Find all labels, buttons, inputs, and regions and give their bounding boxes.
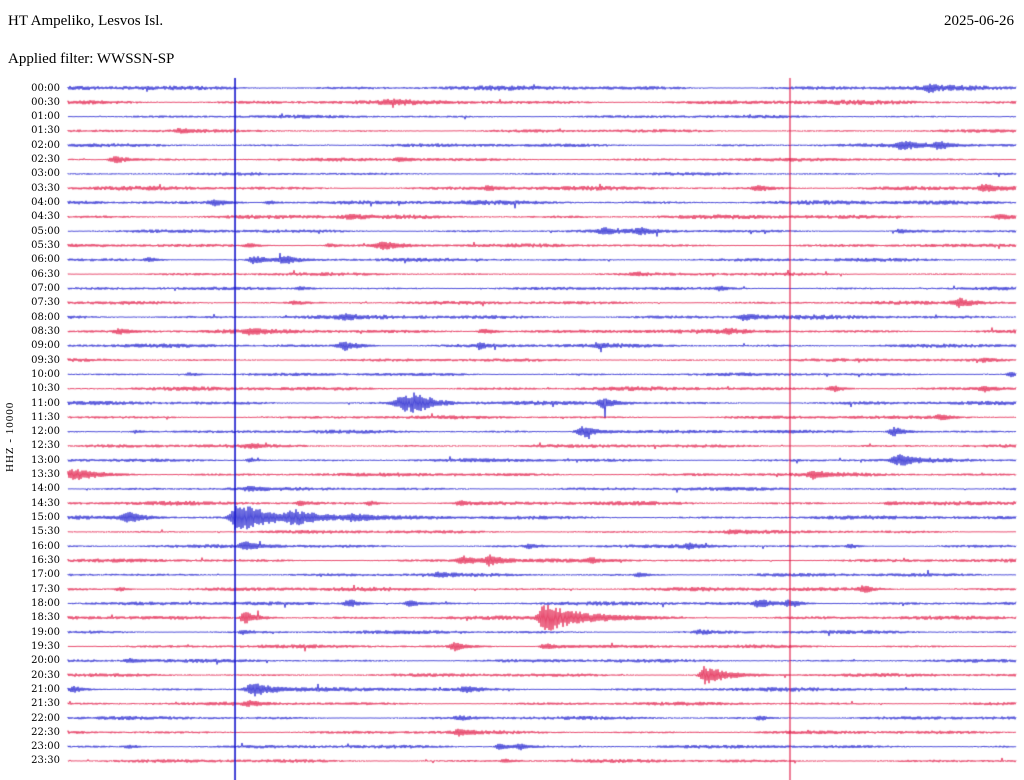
time-label: 18:00	[31, 597, 60, 609]
time-label: 11:00	[31, 397, 60, 409]
time-label: 13:00	[31, 454, 60, 466]
time-label: 04:00	[31, 197, 60, 209]
time-label: 10:00	[31, 368, 60, 380]
time-label: 08:00	[31, 311, 60, 323]
time-label: 23:00	[31, 741, 60, 753]
time-label: 15:00	[31, 512, 60, 524]
time-label: 21:00	[31, 683, 60, 695]
time-label: 06:00	[31, 254, 60, 266]
time-label: 14:30	[31, 497, 60, 509]
time-label: 11:30	[31, 411, 60, 423]
time-label: 20:00	[31, 655, 60, 667]
time-label: 16:00	[31, 540, 60, 552]
time-label: 07:00	[31, 282, 60, 294]
time-label: 05:00	[31, 225, 60, 237]
time-label: 00:00	[31, 82, 60, 94]
time-label: 13:30	[31, 469, 60, 481]
time-label: 01:30	[31, 125, 60, 137]
time-label: 08:30	[31, 325, 60, 337]
time-label: 03:30	[31, 182, 60, 194]
time-label: 14:00	[31, 483, 60, 495]
time-label: 22:00	[31, 712, 60, 724]
time-label: 18:30	[31, 612, 60, 624]
time-label: 23:30	[31, 755, 60, 767]
time-label: 17:30	[31, 583, 60, 595]
time-label: 20:30	[31, 669, 60, 681]
time-label: 09:00	[31, 340, 60, 352]
time-label: 03:00	[31, 168, 60, 180]
time-label: 02:30	[31, 154, 60, 166]
time-label: 02:00	[31, 139, 60, 151]
time-label: 21:30	[31, 698, 60, 710]
time-label: 12:30	[31, 440, 60, 452]
time-label: 10:30	[31, 383, 60, 395]
time-label: 05:30	[31, 240, 60, 251]
time-label: 12:00	[31, 426, 60, 438]
time-label: 16:30	[31, 555, 60, 567]
time-label: 00:30	[31, 96, 60, 108]
time-label: 19:30	[31, 640, 60, 652]
time-label: 15:30	[31, 526, 60, 538]
time-label: 09:30	[31, 354, 60, 366]
time-label: 17:00	[31, 569, 60, 581]
time-label: 19:00	[31, 626, 60, 638]
time-label: 01:00	[31, 111, 60, 123]
time-label: 22:30	[31, 726, 60, 738]
time-label: 07:30	[31, 297, 60, 309]
time-label: 04:30	[31, 211, 60, 223]
time-label: 06:30	[31, 268, 60, 280]
